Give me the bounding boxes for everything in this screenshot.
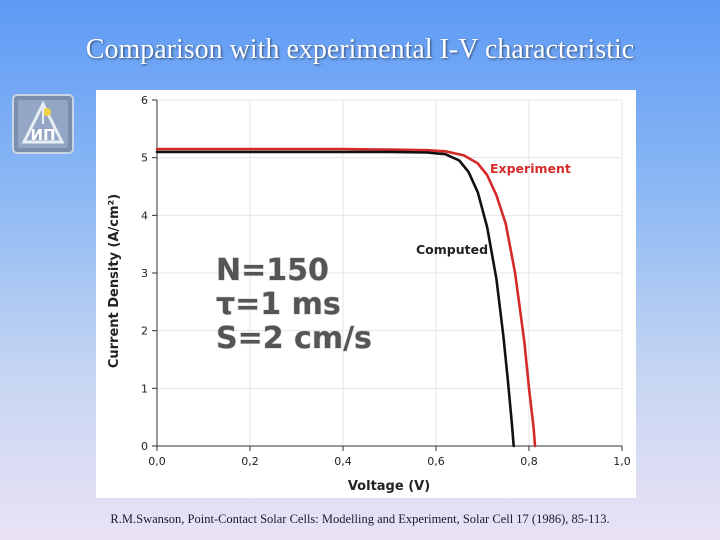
iv-chart: 0,0 0,2 0,4 0,6 0,8 1,0 0 1 2 3 4 5 6 Voltage (V) Cu… <box>96 90 636 498</box>
y-tick-label: 1 <box>141 382 148 395</box>
x-tick-label: 0,8 <box>520 455 538 468</box>
slide-title: Comparison with experimental I-V charact… <box>85 34 635 65</box>
x-tick-label: 0,2 <box>241 455 259 468</box>
annotation-s: S=2 cm/s <box>216 321 372 356</box>
x-tick-label: 0,4 <box>334 455 352 468</box>
x-axis-title: Voltage (V) <box>348 479 430 494</box>
annotation-n: N=150 <box>216 253 329 288</box>
y-tick-label: 3 <box>141 267 148 280</box>
series-lines <box>155 147 537 448</box>
series-line-experiment <box>155 147 537 448</box>
series-line-computed <box>155 150 515 448</box>
y-tick-label: 2 <box>141 325 148 338</box>
axes <box>152 99 623 451</box>
institute-logo-icon: ИП <box>12 94 74 154</box>
annotation-tau: τ=1 ms <box>216 287 341 322</box>
y-tick-label: 5 <box>141 152 148 165</box>
y-tick-label: 6 <box>141 94 148 107</box>
y-tick-label: 0 <box>141 440 148 453</box>
y-tick-label: 4 <box>141 209 148 222</box>
x-tick-label: 1,0 <box>613 455 631 468</box>
x-tick-label: 0,6 <box>427 455 445 468</box>
citation: R.M.Swanson, Point-Contact Solar Cells: … <box>110 512 610 526</box>
logo-text: ИП <box>30 126 55 144</box>
series-label-computed: Computed <box>416 242 488 257</box>
y-axis-title: Current Density (A/cm²) <box>107 194 122 368</box>
series-label-experiment: Experiment <box>490 161 571 176</box>
x-tick-label: 0,0 <box>148 455 166 468</box>
tick-labels: 0,0 0,2 0,4 0,6 0,8 1,0 0 1 2 3 4 5 6 <box>141 94 631 468</box>
